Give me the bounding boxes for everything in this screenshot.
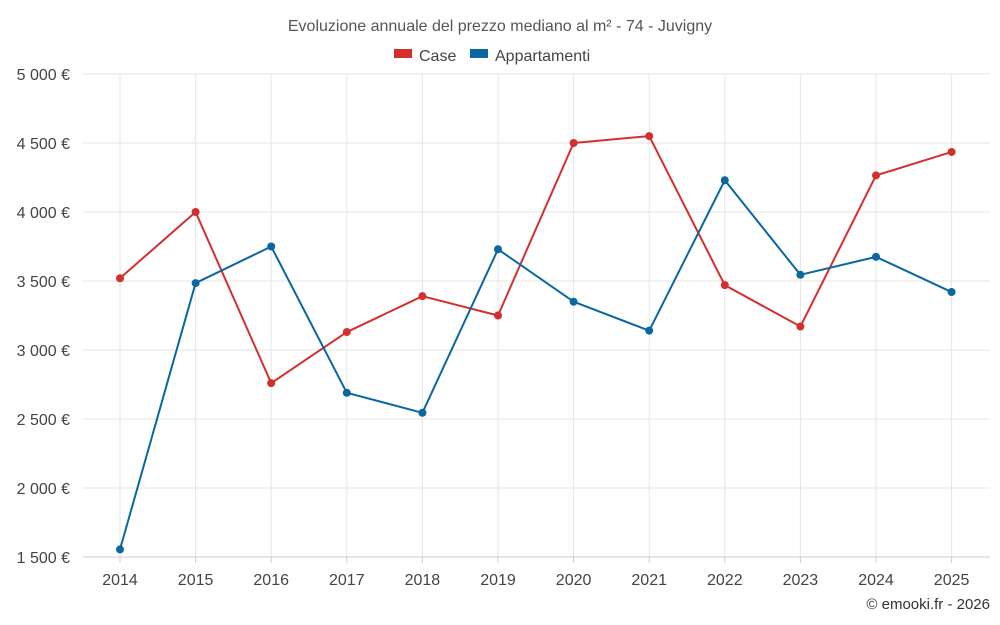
series-line-appartamenti: [119, 179, 953, 550]
x-tick-label: 2017: [329, 572, 365, 589]
y-tick-label: 4 500 €: [17, 136, 70, 153]
legend-swatch-appartamenti: [470, 49, 488, 58]
data-point-case-2017[interactable]: [342, 328, 351, 337]
data-point-appartamenti-2015[interactable]: [191, 279, 200, 288]
legend: Case Appartamenti: [394, 48, 590, 65]
data-point-appartamenti-2025[interactable]: [947, 288, 956, 297]
y-tick-label: 4 000 €: [17, 205, 70, 222]
legend-swatch-case: [394, 49, 412, 58]
data-point-appartamenti-2022[interactable]: [720, 176, 729, 185]
y-tick-label: 5 000 €: [17, 67, 70, 84]
y-axis-ticks: 1 500 € 2 000 € 2 500 € 3 000 € 3 500 € 4 000…: [17, 67, 70, 567]
y-tick-label: 3 000 €: [17, 343, 70, 360]
data-point-appartamenti-2018[interactable]: [418, 408, 427, 417]
y-tick-label: 3 500 €: [17, 274, 70, 291]
data-point-appartamenti-2019[interactable]: [494, 245, 502, 254]
x-tick-label: 2024: [858, 572, 894, 589]
data-point-case-2023[interactable]: [796, 322, 805, 331]
x-tick-label: 2021: [631, 572, 667, 589]
series: [116, 132, 956, 554]
y-tick-label: 1 500 €: [17, 550, 70, 567]
grid: [83, 73, 990, 558]
data-point-case-2021[interactable]: [645, 132, 654, 141]
y-tick-label: 2 000 €: [17, 481, 70, 498]
y-tick-label: 2 500 €: [17, 412, 70, 429]
data-point-case-2024[interactable]: [872, 171, 880, 180]
legend-item-case[interactable]: Case: [394, 48, 456, 65]
data-point-appartamenti-2023[interactable]: [796, 270, 805, 279]
data-point-appartamenti-2024[interactable]: [872, 252, 880, 261]
data-point-appartamenti-2020[interactable]: [569, 297, 578, 306]
x-tick-label: 2014: [102, 572, 138, 589]
x-tick-label: 2018: [405, 572, 441, 589]
data-point-case-2019[interactable]: [494, 311, 502, 320]
x-tick-label: 2022: [707, 572, 743, 589]
data-point-case-2014[interactable]: [116, 274, 124, 283]
x-tick-label: 2016: [253, 572, 289, 589]
chart-title: Evoluzione annuale del prezzo mediano al…: [288, 18, 712, 35]
data-point-appartamenti-2014[interactable]: [116, 545, 124, 554]
credit-text: © emooki.fr - 2026: [866, 596, 990, 613]
x-tick-label: 2019: [480, 572, 516, 589]
data-point-case-2015[interactable]: [191, 208, 200, 216]
data-point-appartamenti-2021[interactable]: [645, 326, 654, 335]
x-tick-label: 2023: [783, 572, 819, 589]
data-point-case-2025[interactable]: [947, 147, 956, 156]
x-tick-label: 2020: [556, 572, 592, 589]
x-tick-label: 2025: [934, 572, 970, 589]
data-point-case-2020[interactable]: [569, 139, 578, 147]
data-point-case-2022[interactable]: [720, 281, 729, 290]
legend-label-case: Case: [419, 48, 456, 65]
x-tick-label: 2015: [178, 572, 214, 589]
series-line-case: [119, 135, 952, 385]
legend-label-appartamenti: Appartamenti: [495, 48, 590, 65]
x-axis-ticks: 2014 2015 2016 2017 2018 2019 2020 2021 2022 2023…: [102, 557, 969, 589]
legend-item-appartamenti[interactable]: Appartamenti: [470, 48, 590, 65]
data-point-appartamenti-2016[interactable]: [267, 242, 276, 251]
data-point-case-2016[interactable]: [267, 379, 276, 388]
data-point-case-2018[interactable]: [418, 292, 427, 301]
data-point-appartamenti-2017[interactable]: [342, 388, 351, 397]
